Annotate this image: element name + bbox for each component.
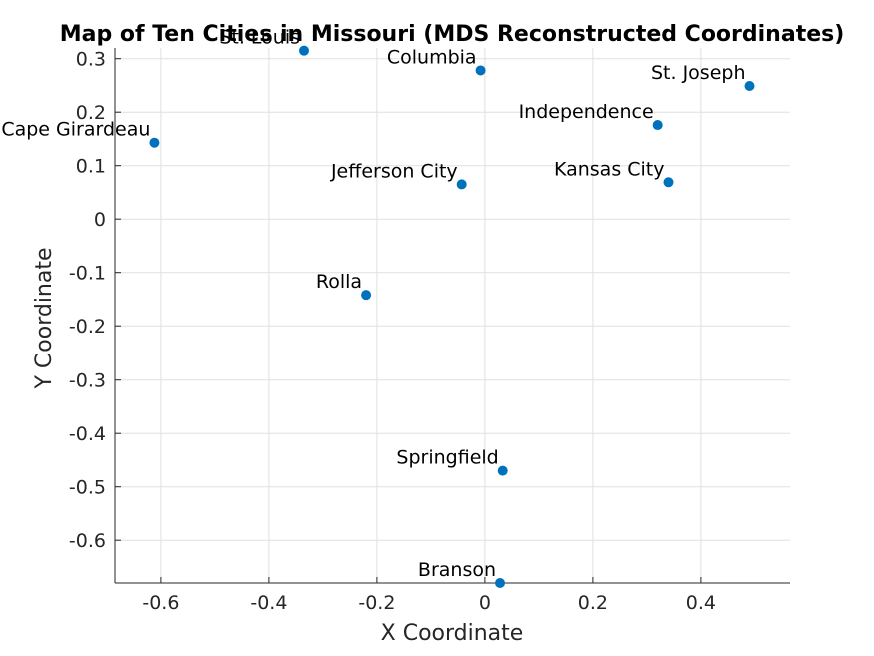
x-tick-label: -0.2: [358, 592, 395, 614]
x-tick-label: -0.4: [250, 592, 287, 614]
x-tick-label: 0.4: [686, 592, 716, 614]
y-tick-label: 0.1: [76, 156, 106, 178]
city-point: [456, 179, 467, 190]
city-point: [361, 290, 372, 301]
city-point: [495, 578, 506, 588]
city-label: Branson: [418, 559, 496, 581]
city-label: Independence: [519, 101, 654, 123]
y-tick-label: -0.2: [69, 316, 106, 338]
points-layer: [149, 45, 755, 588]
city-label: Springfield: [396, 447, 498, 469]
x-tick-label: -0.6: [142, 592, 179, 614]
chart-title: Map of Ten Cities in Missouri (MDS Recon…: [60, 22, 845, 47]
city-label: St. Louis: [219, 27, 300, 49]
y-tick-label: 0.3: [76, 49, 106, 71]
x-tick-label: 0: [479, 592, 491, 614]
axes-layer: [114, 48, 790, 584]
city-point: [149, 137, 160, 148]
city-label: Kansas City: [554, 158, 665, 180]
grid-layer: [115, 48, 790, 583]
y-tick-label: 0.2: [76, 102, 106, 124]
city-label: Rolla: [316, 271, 362, 293]
city-labels-layer: St. Louis Columbia St. Joseph Independence C…: [1, 27, 745, 581]
city-label: Jefferson City: [330, 160, 458, 182]
y-tick-label: -0.3: [69, 370, 106, 392]
city-label: Columbia: [387, 46, 477, 68]
x-tick-label: 0.2: [578, 592, 608, 614]
y-tick-label: -0.6: [69, 530, 106, 552]
city-point: [497, 465, 508, 476]
y-tick-label: -0.4: [69, 423, 106, 445]
x-axis-label: X Coordinate: [381, 621, 524, 646]
city-label: Cape Girardeau: [1, 119, 150, 141]
city-point: [475, 65, 486, 76]
city-label: St. Joseph: [651, 62, 746, 84]
y-tick-label: -0.1: [69, 263, 106, 285]
city-point: [652, 120, 663, 131]
city-point: [299, 45, 309, 56]
city-point: [663, 177, 674, 188]
y-axis-label: Y Coordinate: [32, 247, 57, 389]
ticks-layer: -0.6 -0.4 -0.2 0 0.2 0.4 -0.6 -0.5 -0.4 -0.3 -0.2 -…: [69, 49, 716, 614]
city-point: [744, 80, 755, 91]
y-tick-label: -0.5: [69, 477, 106, 499]
y-tick-label: 0: [94, 209, 106, 231]
